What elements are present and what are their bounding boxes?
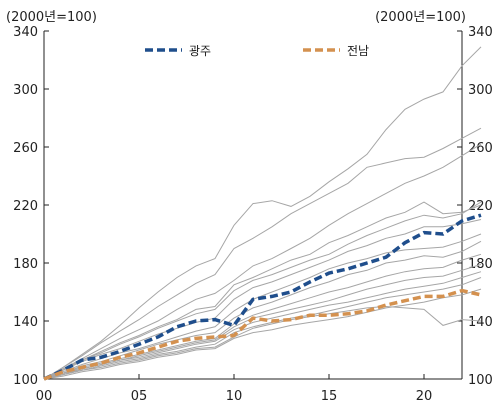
y-tick-label-right: 140 (468, 315, 493, 330)
y-tick-label-right: 300 (468, 83, 493, 98)
other-region-line-6 (43, 201, 482, 380)
other-region-line-8 (43, 233, 482, 380)
y-tick-label-left: 180 (13, 257, 38, 272)
y-tick-label-left: 340 (13, 25, 38, 40)
legend-label-jeonnam: 전남 (347, 44, 369, 58)
x-tick-label: 10 (226, 389, 243, 404)
x-ticks: 00 05 10 15 20 (36, 374, 433, 404)
left-y-ticks: 100 140 180 220 260 300 340 (13, 25, 49, 388)
y-tick-label-left: 300 (13, 83, 38, 98)
y-tick-label-right: 260 (468, 141, 493, 156)
other-region-line-13 (43, 277, 482, 380)
jeonnam-line (43, 288, 482, 381)
other-region-line-3 (43, 127, 482, 380)
left-axis-unit: (2000년=100) (6, 10, 97, 25)
other-region-line-5 (43, 201, 482, 380)
x-tick-label: 00 (36, 389, 53, 404)
legend: 광주 전남 (145, 44, 369, 58)
x-tick-label: 15 (321, 389, 338, 404)
y-tick-label-left: 220 (13, 199, 38, 214)
y-tick-label-right: 100 (468, 373, 493, 388)
other-region-line-12 (43, 271, 482, 380)
highlight-series (43, 213, 482, 381)
other-region-line-7 (43, 219, 482, 380)
y-tick-label-right: 220 (468, 199, 493, 214)
legend-label-gwangju: 광주 (189, 44, 211, 58)
y-tick-label-left: 140 (13, 315, 38, 330)
other-region-line-2 (43, 46, 482, 380)
other-region-line-4 (43, 143, 482, 380)
x-tick-label: 05 (131, 389, 148, 404)
y-tick-label-left: 100 (13, 373, 38, 388)
right-axis-unit: (2000년=100) (375, 10, 466, 25)
y-tick-label-left: 260 (13, 141, 38, 156)
y-tick-label-right: 340 (468, 25, 493, 40)
x-tick-label: 20 (416, 389, 433, 404)
other-region-line-15 (43, 305, 482, 380)
other-regions-series (43, 46, 482, 380)
legend-item-gwangju: 광주 (145, 44, 211, 58)
gwangju-line (43, 213, 482, 381)
legend-item-jeonnam: 전남 (303, 44, 369, 58)
other-region-line-14 (43, 288, 482, 380)
